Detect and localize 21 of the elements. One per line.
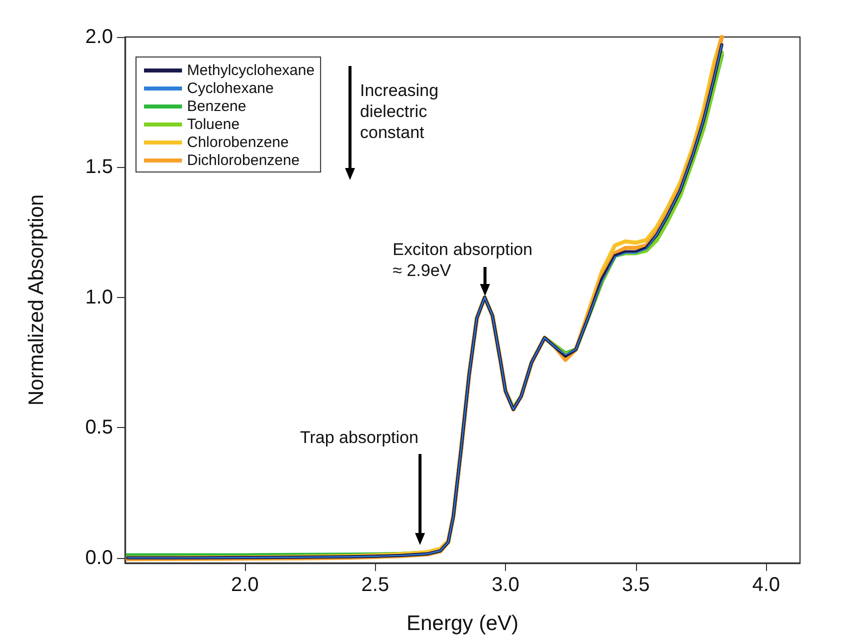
legend-label: Cyclohexane <box>187 80 274 97</box>
legend-label: Chlorobenzene <box>187 134 289 151</box>
y-tick-label: 1.5 <box>85 156 113 178</box>
y-tick-label: 0.5 <box>85 416 113 439</box>
y-tick-label: 0.0 <box>85 546 113 569</box>
y-axis-title: Normalized Absorption <box>25 194 48 406</box>
x-tick-label: 4.0 <box>752 574 780 596</box>
x-tick-label: 3.5 <box>622 574 650 596</box>
legend-label: Dichlorobenzene <box>187 152 300 169</box>
y-tick-label: 2.0 <box>85 26 113 48</box>
annotation: Trap absorption <box>300 427 418 448</box>
annotation: Exciton absorption ≈ 2.9eV <box>392 239 533 282</box>
x-axis-title: Energy (eV) <box>406 612 519 635</box>
legend-label: Methylcyclohexane <box>187 62 315 79</box>
x-tick-label: 2.5 <box>361 574 390 596</box>
x-tick-label: 2.0 <box>230 574 259 596</box>
legend-label: Benzene <box>187 98 246 115</box>
y-tick-label: 1.0 <box>85 286 113 308</box>
legend-label: Toluene <box>187 116 240 133</box>
annotation: Increasing dielectric constant <box>360 80 438 143</box>
x-tick-label: 3.0 <box>492 574 520 596</box>
